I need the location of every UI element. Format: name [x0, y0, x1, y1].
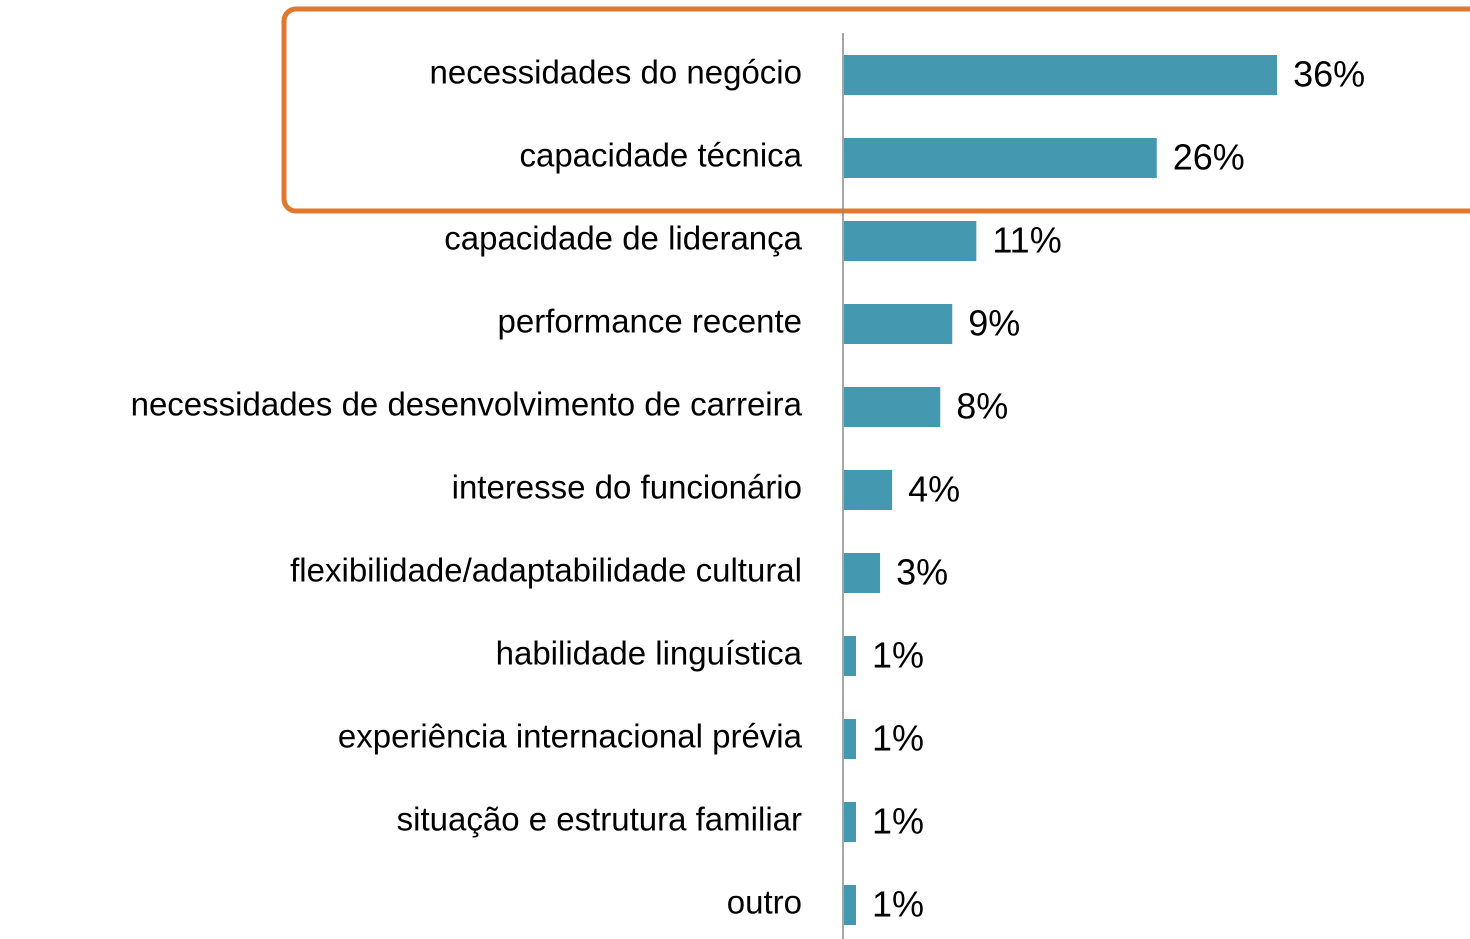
category-label: flexibilidade/adaptabilidade cultural — [290, 552, 802, 589]
value-label: 1% — [872, 801, 924, 842]
category-label: situação e estrutura familiar — [397, 801, 802, 838]
category-label: necessidades do negócio — [430, 54, 802, 91]
category-label: capacidade técnica — [519, 137, 802, 174]
value-label: 4% — [908, 469, 960, 510]
category-label: experiência internacional prévia — [338, 718, 803, 755]
bar — [844, 387, 941, 427]
value-label: 26% — [1173, 137, 1245, 178]
value-label: 1% — [872, 718, 924, 759]
category-label: interesse do funcionário — [452, 469, 802, 506]
category-label: necessidades de desenvolvimento de carre… — [131, 386, 803, 423]
bar — [844, 553, 881, 593]
highlight-box — [281, 6, 1470, 214]
bar — [844, 55, 1278, 95]
bar — [844, 719, 857, 759]
value-label: 3% — [896, 552, 948, 593]
value-label: 1% — [872, 884, 924, 925]
category-label: capacidade de liderança — [444, 220, 802, 257]
category-label: habilidade linguística — [496, 635, 803, 672]
value-label: 11% — [992, 220, 1061, 261]
bar — [844, 470, 893, 510]
value-label: 1% — [872, 635, 924, 676]
bar — [844, 885, 857, 925]
bar — [844, 802, 857, 842]
bar — [844, 138, 1157, 178]
bar — [844, 304, 953, 344]
category-label: outro — [727, 884, 802, 921]
value-label: 9% — [968, 303, 1020, 344]
value-label: 36% — [1293, 54, 1365, 95]
value-label: 8% — [956, 386, 1008, 427]
category-label: performance recente — [498, 303, 803, 340]
bar — [844, 636, 857, 676]
bar — [844, 221, 977, 261]
